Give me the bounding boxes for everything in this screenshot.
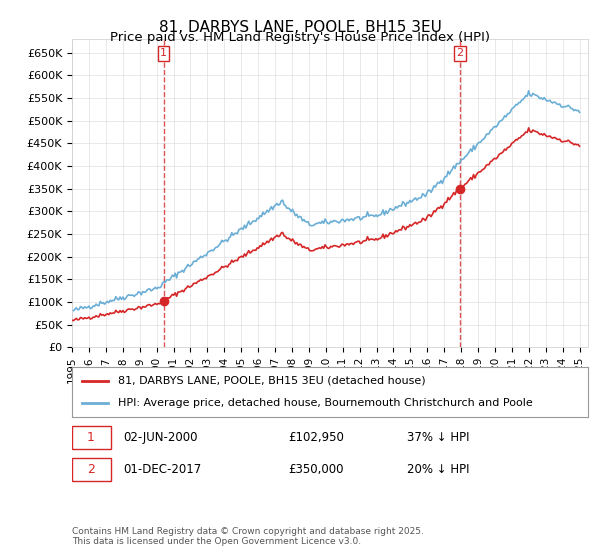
Text: 81, DARBYS LANE, POOLE, BH15 3EU (detached house): 81, DARBYS LANE, POOLE, BH15 3EU (detach… — [118, 376, 426, 386]
Text: 02-JUN-2000: 02-JUN-2000 — [124, 431, 198, 444]
Text: £350,000: £350,000 — [289, 463, 344, 476]
Text: 81, DARBYS LANE, POOLE, BH15 3EU: 81, DARBYS LANE, POOLE, BH15 3EU — [158, 20, 442, 35]
Text: 01-DEC-2017: 01-DEC-2017 — [124, 463, 202, 476]
Text: HPI: Average price, detached house, Bournemouth Christchurch and Poole: HPI: Average price, detached house, Bour… — [118, 398, 533, 408]
Text: 20% ↓ HPI: 20% ↓ HPI — [407, 463, 470, 476]
Text: 1: 1 — [87, 431, 95, 444]
Text: 2: 2 — [87, 463, 95, 476]
Text: Price paid vs. HM Land Registry's House Price Index (HPI): Price paid vs. HM Land Registry's House … — [110, 31, 490, 44]
FancyBboxPatch shape — [72, 426, 110, 449]
Text: Contains HM Land Registry data © Crown copyright and database right 2025.
This d: Contains HM Land Registry data © Crown c… — [72, 526, 424, 546]
FancyBboxPatch shape — [72, 458, 110, 481]
Text: 2: 2 — [456, 48, 463, 58]
Text: 37% ↓ HPI: 37% ↓ HPI — [407, 431, 470, 444]
Text: 1: 1 — [160, 48, 167, 58]
Text: £102,950: £102,950 — [289, 431, 344, 444]
